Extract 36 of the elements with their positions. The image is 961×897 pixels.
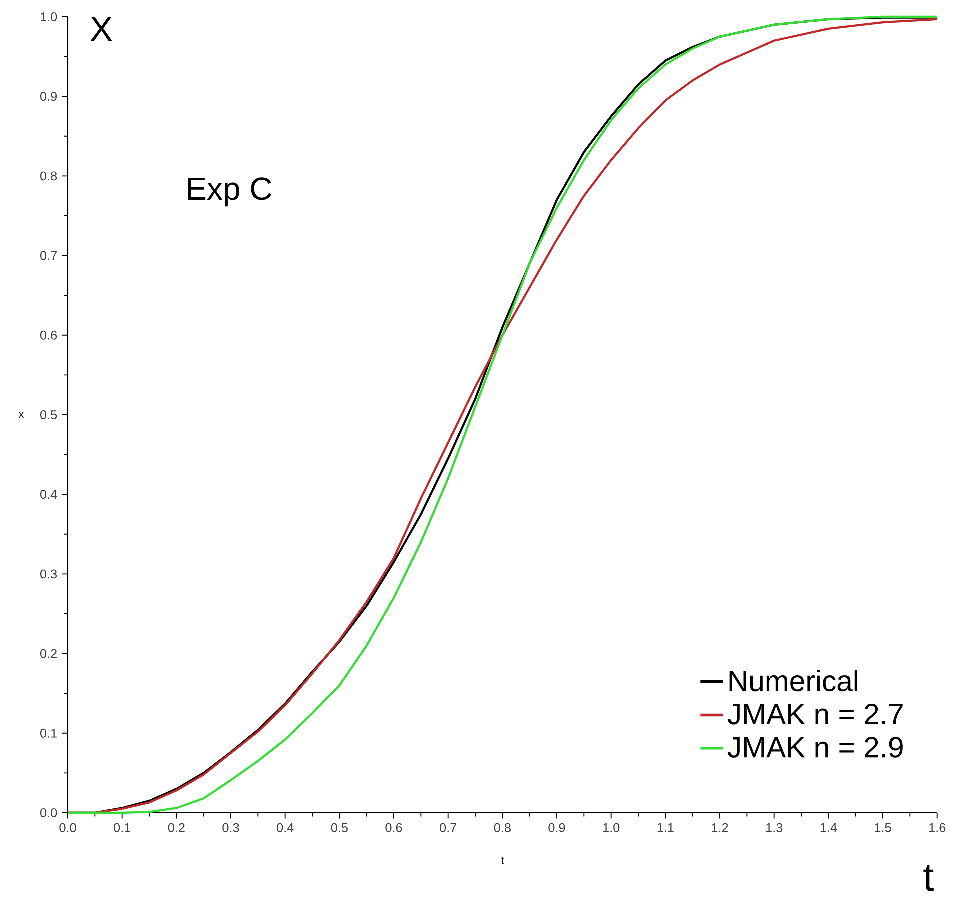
x-tick-label: 0.0: [60, 823, 76, 832]
legend-label: Numerical: [730, 670, 858, 692]
x-tick-label: 1.0: [603, 823, 620, 832]
x-tick-label: 1.3: [766, 823, 783, 832]
x-tick-label: 1.5: [875, 823, 892, 832]
x-tick-label: 0.4: [277, 823, 294, 832]
x-tick-label: 1.2: [712, 823, 728, 832]
x-tick-label: 0.6: [386, 823, 402, 832]
y-tick-label: 0.3: [40, 570, 58, 579]
x-tick-label: 0.9: [548, 823, 566, 832]
y-tick-label: 0.9: [40, 92, 57, 102]
y-tick-label: 0.4: [40, 490, 58, 500]
y-tick-label: 0.8: [40, 172, 58, 181]
annotation: Exp C: [188, 178, 272, 207]
x-axis-title: t: [501, 858, 504, 864]
x-tick-label: 0.2: [168, 823, 185, 832]
x-tick-label: 0.5: [331, 823, 348, 832]
x-tick-label: 0.8: [494, 823, 511, 832]
y-tick-label: 0.1: [40, 728, 57, 738]
legend-label: JMAK n = 2.7: [728, 704, 903, 725]
y-tick-label: 0.0: [40, 808, 58, 818]
y-tick-label: 0.7: [40, 251, 57, 260]
y-tick-label: 0.2: [40, 649, 57, 658]
y-tick-label: 1.0: [40, 12, 58, 22]
y-tick-label: 0.5: [40, 410, 58, 420]
annotation: X: [90, 17, 112, 42]
x-tick-label: 1.1: [658, 823, 674, 832]
x-tick-label: 0.3: [222, 823, 240, 832]
x-tick-label: 1.4: [820, 823, 838, 832]
text: t: [924, 865, 934, 892]
legend-label: JMAK n = 2.9: [728, 737, 903, 758]
y-tick-label: 0.6: [40, 330, 58, 340]
x-tick-label: 0.7: [440, 823, 457, 832]
x-tick-label: 1.6: [929, 823, 946, 832]
y-axis-title: x: [18, 412, 24, 418]
x-tick-label: 0.1: [114, 823, 131, 832]
